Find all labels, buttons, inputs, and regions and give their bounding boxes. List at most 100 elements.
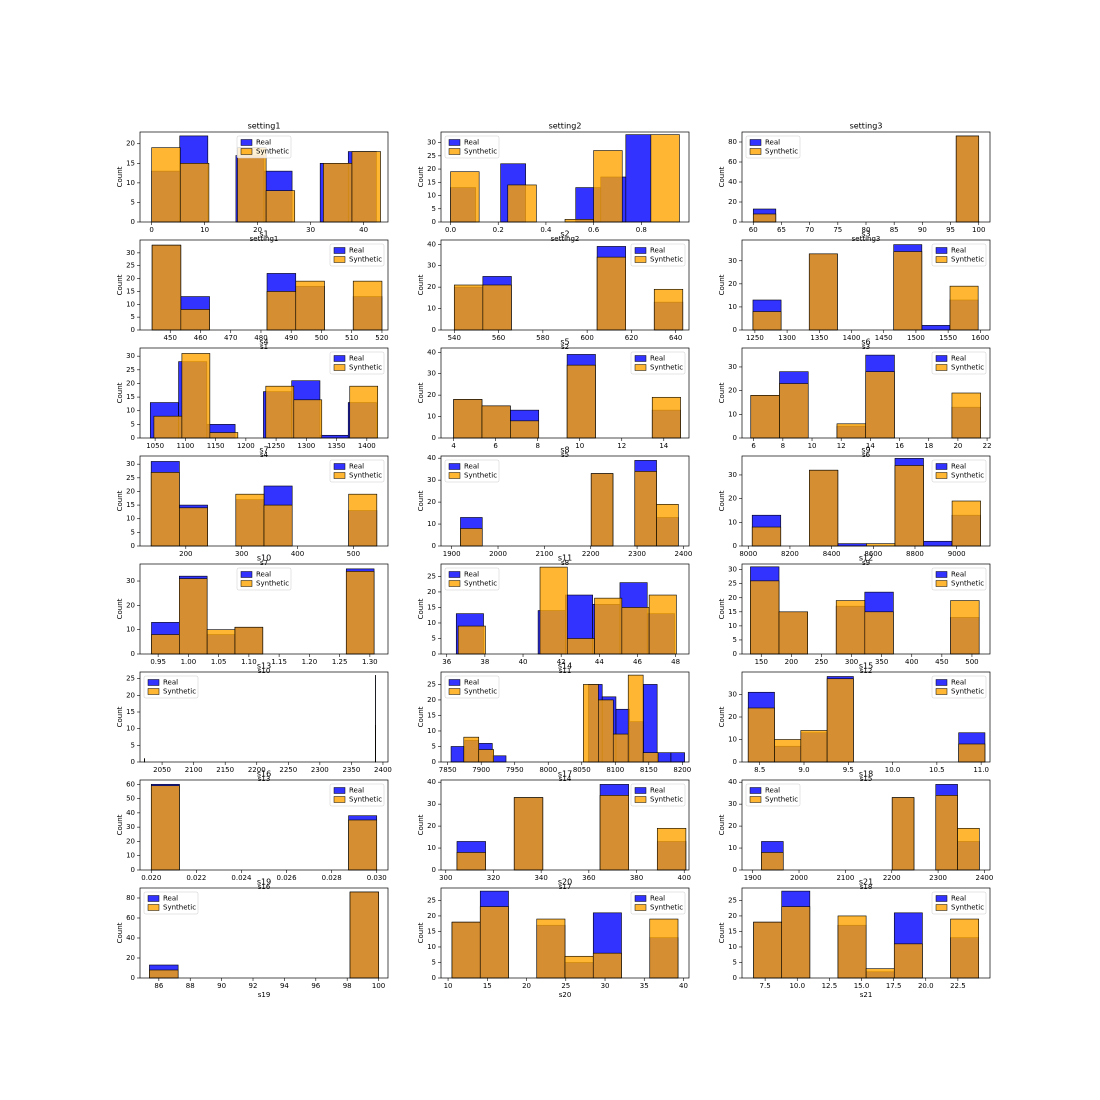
x-tick-label: 8050 — [573, 766, 591, 774]
histogram-bar — [592, 952, 622, 979]
x-tick-label: 20 — [522, 982, 531, 990]
x-tick-label: 450 — [935, 658, 948, 666]
y-tick-label: 5 — [432, 634, 436, 642]
x-tick-label: 100 — [972, 226, 985, 234]
x-axis-label: setting2 — [551, 235, 580, 243]
x-tick-label: 12 — [837, 442, 846, 450]
legend-label: Synthetic — [349, 472, 382, 480]
legend-label: Synthetic — [464, 472, 497, 480]
legend-label: Real — [163, 895, 178, 903]
y-tick-label: 30 — [427, 139, 436, 147]
histogram-bar — [752, 213, 777, 223]
y-tick-label: 25 — [126, 474, 135, 482]
y-tick-label: 0 — [131, 866, 135, 874]
x-tick-label: 300 — [439, 874, 452, 882]
x-tick-label: 8200 — [673, 766, 691, 774]
axes-frame — [440, 131, 690, 223]
histogram-bar — [656, 827, 687, 871]
y-axis-label: Count — [718, 598, 726, 619]
y-tick-label: 30 — [126, 577, 135, 585]
y-tick-label: 10 — [728, 303, 737, 311]
histogram-bar — [800, 730, 828, 763]
legend-swatch — [935, 355, 948, 362]
legend-swatch — [147, 904, 160, 911]
axes-frame — [139, 455, 389, 547]
x-tick-label: 250 — [815, 658, 828, 666]
histogram-bar — [352, 280, 383, 331]
legend-swatch — [448, 688, 461, 695]
y-tick-label: 0 — [131, 650, 135, 658]
x-tick-label: 8200 — [781, 550, 799, 558]
histogram-bar — [293, 399, 323, 439]
subplot-title: s2 — [560, 230, 569, 239]
x-axis-label: s11 — [559, 667, 572, 675]
histogram-bar — [564, 955, 594, 979]
legend-swatch — [749, 139, 762, 146]
y-tick-label: 20 — [728, 912, 737, 920]
legend-swatch — [749, 787, 762, 794]
y-tick-label: 20 — [728, 387, 737, 395]
y-tick-label: 20 — [427, 283, 436, 291]
y-tick-label: 0 — [733, 326, 737, 334]
y-tick-label: 0 — [432, 434, 436, 442]
x-tick-label: 85 — [890, 226, 899, 234]
x-tick-label: 4 — [451, 442, 456, 450]
x-tick-label: 500 — [315, 334, 328, 342]
histogram-bar — [453, 399, 483, 439]
histogram-bar — [478, 749, 494, 763]
y-tick-label: 20 — [427, 912, 436, 920]
y-tick-label: 15 — [427, 603, 436, 611]
y-axis-label: Count — [417, 382, 425, 403]
subplot-title: s20 — [558, 878, 572, 887]
legend-swatch — [935, 895, 948, 902]
subplot: 1250 1300 1350 1400 1450 1500 1550 1600 0 10 20 30 s… — [718, 230, 991, 351]
subplot: 1900 2000 2100 2200 2300 2400 0 10 20 30 40 s18 s18 C… — [718, 770, 993, 892]
legend-label: Real — [765, 787, 780, 795]
y-tick-label: 40 — [427, 348, 436, 356]
x-tick-label: 9.5 — [843, 766, 854, 774]
x-tick-label: 10 — [575, 442, 584, 450]
y-tick-label: 15 — [126, 393, 135, 401]
y-tick-label: 15 — [126, 287, 135, 295]
y-tick-label: 30 — [427, 800, 436, 808]
subplot-title: s14 — [558, 662, 572, 671]
x-tick-label: 450 — [164, 334, 177, 342]
legend-label: Real — [951, 463, 966, 471]
y-tick-label: 10 — [126, 725, 135, 733]
legend-label: Synthetic — [765, 148, 798, 156]
y-tick-label: 10 — [126, 626, 135, 634]
subplot: 8000 8200 8400 8600 8800 9000 0 10 20 30 s9 s9 Count… — [718, 446, 991, 567]
legend-label: Synthetic — [256, 148, 289, 156]
x-tick-label: 12.5 — [822, 982, 838, 990]
legend-swatch — [240, 148, 253, 155]
legend-label: Real — [650, 247, 665, 255]
axes-frame — [440, 455, 690, 547]
x-tick-label: 520 — [375, 334, 388, 342]
x-tick-label: 2100 — [836, 874, 854, 882]
histogram-bar — [596, 256, 626, 331]
subplot-title: s15 — [859, 662, 873, 671]
subplot: 36 38 40 42 44 46 48 0 5 10 15 20 25 s11 s11 Count RealS… — [417, 554, 690, 675]
subplot: 0.0 0.2 0.4 0.6 0.8 0 5 10 15 20 25 30 setting2 setti… — [417, 122, 690, 243]
histogram-bar — [323, 163, 353, 223]
histogram-bar — [510, 420, 540, 439]
histogram-bar — [263, 504, 293, 547]
y-axis-label: Count — [417, 598, 425, 619]
x-tick-label: 1200 — [237, 442, 255, 450]
histogram-bar — [319, 434, 349, 439]
x-tick-label: 86 — [154, 982, 163, 990]
y-axis-label: Count — [718, 166, 726, 187]
y-tick-label: 80 — [728, 138, 737, 146]
x-tick-label: 1350 — [810, 334, 828, 342]
histogram-bar — [235, 493, 265, 547]
legend-label: Synthetic — [765, 796, 798, 804]
x-tick-label: 1400 — [843, 334, 861, 342]
y-tick-label: 60 — [126, 780, 135, 788]
legend-label: Synthetic — [464, 148, 497, 156]
legend-swatch — [333, 355, 346, 362]
x-tick-label: 1900 — [443, 550, 461, 558]
histogram-bar — [656, 752, 672, 763]
histogram-bar — [265, 190, 296, 223]
histogram-bar — [451, 921, 481, 979]
